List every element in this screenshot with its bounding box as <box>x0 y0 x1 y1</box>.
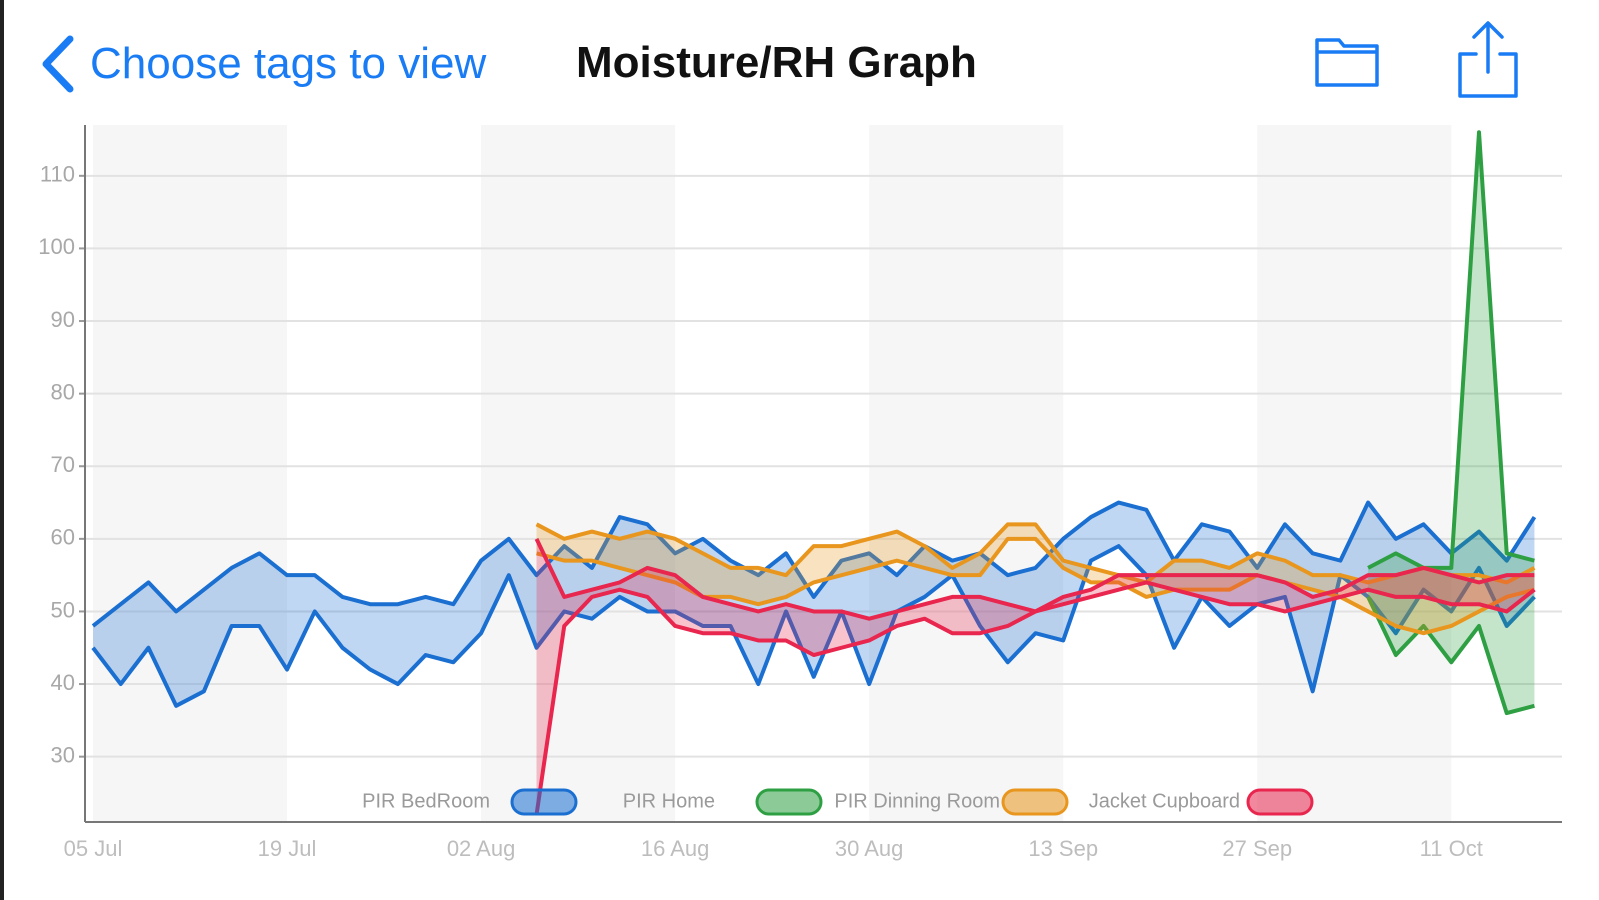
band-low-line <box>91 544 1536 708</box>
y-tick-label: 90 <box>51 307 75 332</box>
legend-label: PIR BedRoom <box>362 790 490 812</box>
y-tick-label: 40 <box>51 670 75 695</box>
x-tick-label: 02 Aug <box>447 836 516 861</box>
week-stripe <box>1257 125 1452 822</box>
band-fill <box>93 502 1535 706</box>
y-tick-label: 50 <box>51 597 75 622</box>
legend-label: Jacket Cupboard <box>1089 790 1240 812</box>
legend-swatch <box>755 788 823 816</box>
x-tick-label: 11 Oct <box>1420 836 1483 861</box>
band-fill <box>536 538 1535 815</box>
x-tick-label: 19 Jul <box>258 836 317 861</box>
y-tick-label: 110 <box>40 162 75 187</box>
legend-label: PIR Home <box>623 790 715 812</box>
week-stripe <box>481 125 676 822</box>
x-tick-label: 13 Sep <box>1028 836 1098 861</box>
week-stripe <box>93 125 288 822</box>
folder-button[interactable] <box>1314 34 1380 88</box>
y-tick-label: 30 <box>51 742 75 767</box>
legend-swatch <box>1001 788 1069 816</box>
y-tick-label: 60 <box>51 525 75 550</box>
screen-edge <box>0 0 4 900</box>
back-label: Choose tags to view <box>90 39 487 88</box>
y-tick-label: 70 <box>51 452 75 477</box>
band-high-line <box>1367 130 1535 570</box>
share-button[interactable] <box>1454 20 1520 100</box>
band-high-line <box>535 522 1536 585</box>
legend-label: PIR Dinning Room <box>834 790 1000 812</box>
x-tick-label: 30 Aug <box>835 836 904 861</box>
x-tick-label: 16 Aug <box>641 836 710 861</box>
x-tick-label: 05 Jul <box>64 836 123 861</box>
legend-swatch <box>1246 788 1314 816</box>
band-low-line <box>534 580 1536 816</box>
nav-bar: Choose tags to view Moisture/RH Graph <box>4 0 1599 120</box>
band-high-line <box>91 500 1537 628</box>
screen-title: Moisture/RH Graph <box>576 38 977 87</box>
back-chevron <box>42 35 74 93</box>
y-tick-label: 80 <box>51 379 75 404</box>
band-low-line <box>1366 596 1535 716</box>
y-tick-label: 100 <box>38 234 75 259</box>
legend-swatch <box>510 788 578 816</box>
week-stripe <box>869 125 1064 822</box>
back-button[interactable]: Choose tags to view <box>40 34 486 94</box>
band-fill <box>1368 132 1535 714</box>
x-tick-label: 27 Sep <box>1222 836 1292 861</box>
